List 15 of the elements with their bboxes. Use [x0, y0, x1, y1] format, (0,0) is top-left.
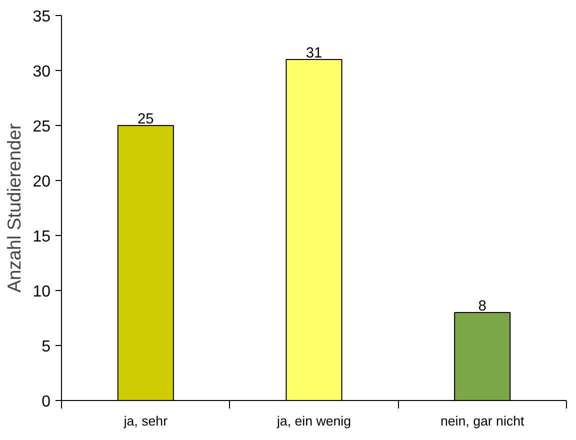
y-tick-label: 0: [42, 394, 51, 410]
y-tick-label: 10: [32, 284, 51, 300]
y-tick-label: 20: [32, 174, 51, 190]
x-tick-label: ja, sehr: [122, 414, 168, 428]
y-tick-label: 5: [42, 338, 51, 356]
y-tick-label: 15: [32, 228, 51, 246]
y-tick-label: 25: [32, 118, 51, 136]
y-tick-label: 30: [32, 64, 51, 80]
y-axis-title: Anzahl Studierender: [4, 123, 25, 293]
data-label: 8: [478, 298, 486, 314]
x-tick-label: nein, gar nicht: [440, 414, 524, 428]
data-label: 31: [306, 46, 322, 62]
data-label: 25: [138, 112, 154, 128]
x-tick-label: ja, ein wenig: [276, 414, 352, 428]
y-tick-label: 35: [32, 8, 51, 26]
